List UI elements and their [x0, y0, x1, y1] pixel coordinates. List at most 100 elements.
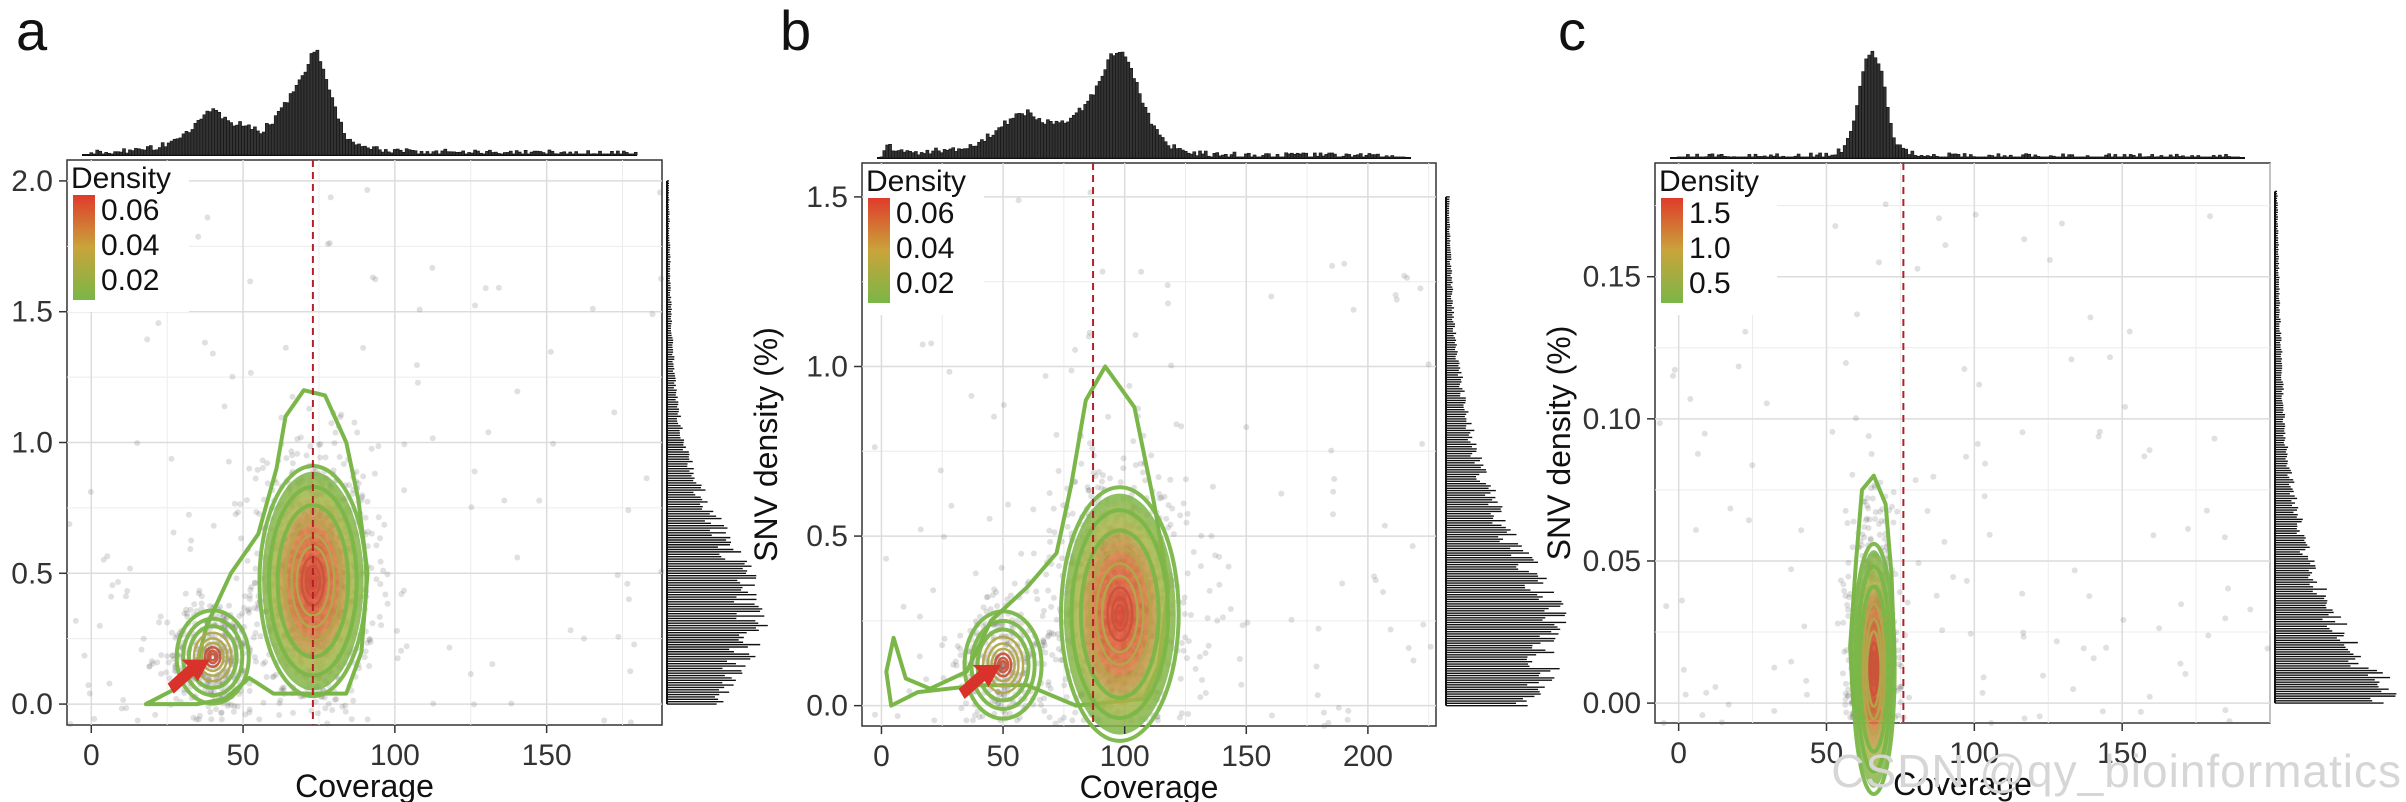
marginal-x-bar [1341, 155, 1346, 159]
scatter-point [1094, 484, 1101, 491]
scatter-point [337, 414, 344, 421]
marginal-x-bar [1996, 153, 2001, 159]
scatter-point [252, 658, 259, 665]
marginal-x-bar [583, 153, 587, 156]
marginal-x-bar [101, 153, 105, 156]
marginal-x-bar [1267, 153, 1271, 159]
axes: 0 50 100 150 0.00 0.05 0.10 0.15 Coverage SNV den… [1541, 261, 2147, 802]
marginal-x-bar [523, 149, 528, 156]
scatter-point [1798, 527, 1805, 534]
scatter-point [1663, 603, 1670, 610]
scatter-point [1219, 614, 1226, 621]
scatter-point [627, 668, 634, 675]
marginal-x-bar [1716, 154, 1721, 159]
marginal-x-bar [104, 152, 108, 156]
marginal-x-bar [529, 151, 534, 156]
scatter-point [580, 635, 587, 642]
scatter-point [109, 582, 116, 589]
scatter-point [940, 533, 947, 540]
scatter-point [1387, 626, 1394, 633]
scatter-point [1036, 696, 1043, 703]
marginal-x-bar [2175, 153, 2179, 159]
scatter-point [1069, 717, 1076, 724]
scatter-point [1980, 674, 1987, 681]
scatter-point [1321, 722, 1328, 729]
scatter-point [1197, 563, 1204, 570]
scatter-point [1933, 592, 1940, 599]
scatter-point [242, 711, 249, 718]
scatter-point [172, 634, 179, 641]
marginal-x-bar [1235, 156, 1240, 159]
scatter-point [1861, 534, 1868, 541]
scatter-point [1148, 452, 1155, 459]
scatter-point [1040, 639, 1047, 646]
scatter-point [351, 419, 358, 426]
scatter-point [1950, 574, 1957, 581]
marginal-x-bar [92, 153, 97, 156]
density-contour [206, 649, 219, 665]
scatter-point [1161, 493, 1168, 500]
scatter-point [1858, 542, 1865, 549]
density-contour [1858, 584, 1890, 754]
marginal-x-bar [922, 153, 927, 159]
marginal-x-bar [208, 111, 213, 156]
scatter-point [1050, 631, 1057, 638]
scatter-point [1680, 666, 1687, 673]
marginal-x-bar [443, 148, 448, 156]
scatter-point [209, 350, 216, 357]
scatter-point [204, 214, 211, 221]
scatter-point [213, 706, 220, 713]
scatter-point [1046, 714, 1053, 721]
marginal-x-bar [1023, 115, 1027, 159]
scatter-point [1041, 642, 1048, 649]
scatter-point [359, 492, 366, 499]
scatter-point [1897, 683, 1904, 690]
marginal-x-bar [1975, 156, 1979, 159]
scatter-point [241, 604, 248, 611]
marginal-x-bar [2236, 156, 2241, 159]
marginal-x-bar [1999, 156, 2004, 159]
scatter-point [471, 468, 478, 475]
scatter-point [218, 709, 225, 716]
marginal-x-bar [553, 153, 558, 156]
marginal-x-bar [1000, 126, 1004, 159]
marginal-x-bar [2033, 154, 2038, 159]
scatter-point [1829, 428, 1836, 435]
scatter-point [1156, 495, 1163, 502]
scatter-point [322, 705, 329, 712]
marginal-x-bar [1753, 153, 1758, 159]
marginal-x-bar [586, 150, 590, 156]
scatter-point [1845, 573, 1852, 580]
scatter-point [1198, 532, 1205, 539]
density-contours [1848, 473, 1897, 797]
marginal-x-bar [1109, 53, 1113, 159]
scatter-point [916, 613, 923, 620]
density-contour [1850, 541, 1897, 797]
marginal-x-bar [392, 149, 397, 156]
scatter-point [1192, 665, 1199, 672]
marginal-x-bar [965, 148, 970, 159]
scatter-point [166, 675, 173, 682]
marginal-x-bar [1750, 156, 1755, 159]
marginal-x-bar [1812, 156, 1816, 159]
scatter-point [957, 632, 964, 639]
marginal-x-bar [598, 150, 602, 156]
scatter-point [1185, 638, 1192, 645]
scatter-point [228, 701, 235, 708]
scatter-point [1212, 552, 1219, 559]
marginal-x-bar [1166, 145, 1171, 159]
scatter-point [1875, 259, 1882, 266]
marginal-x-bar [2008, 154, 2013, 159]
scatter-point [987, 605, 994, 612]
marginal-x-bar [1071, 115, 1076, 159]
scatter-point [364, 528, 371, 535]
scatter-point [191, 601, 198, 608]
scatter-point [1086, 329, 1093, 336]
marginal-x-bar [994, 130, 999, 159]
scatter-point [1064, 523, 1071, 530]
scatter-point [954, 643, 961, 650]
marginal-x-bar [1852, 120, 1856, 159]
marginal-x-bar [434, 150, 439, 156]
marginal-x-bar [962, 148, 967, 159]
scatter-point [195, 590, 202, 597]
